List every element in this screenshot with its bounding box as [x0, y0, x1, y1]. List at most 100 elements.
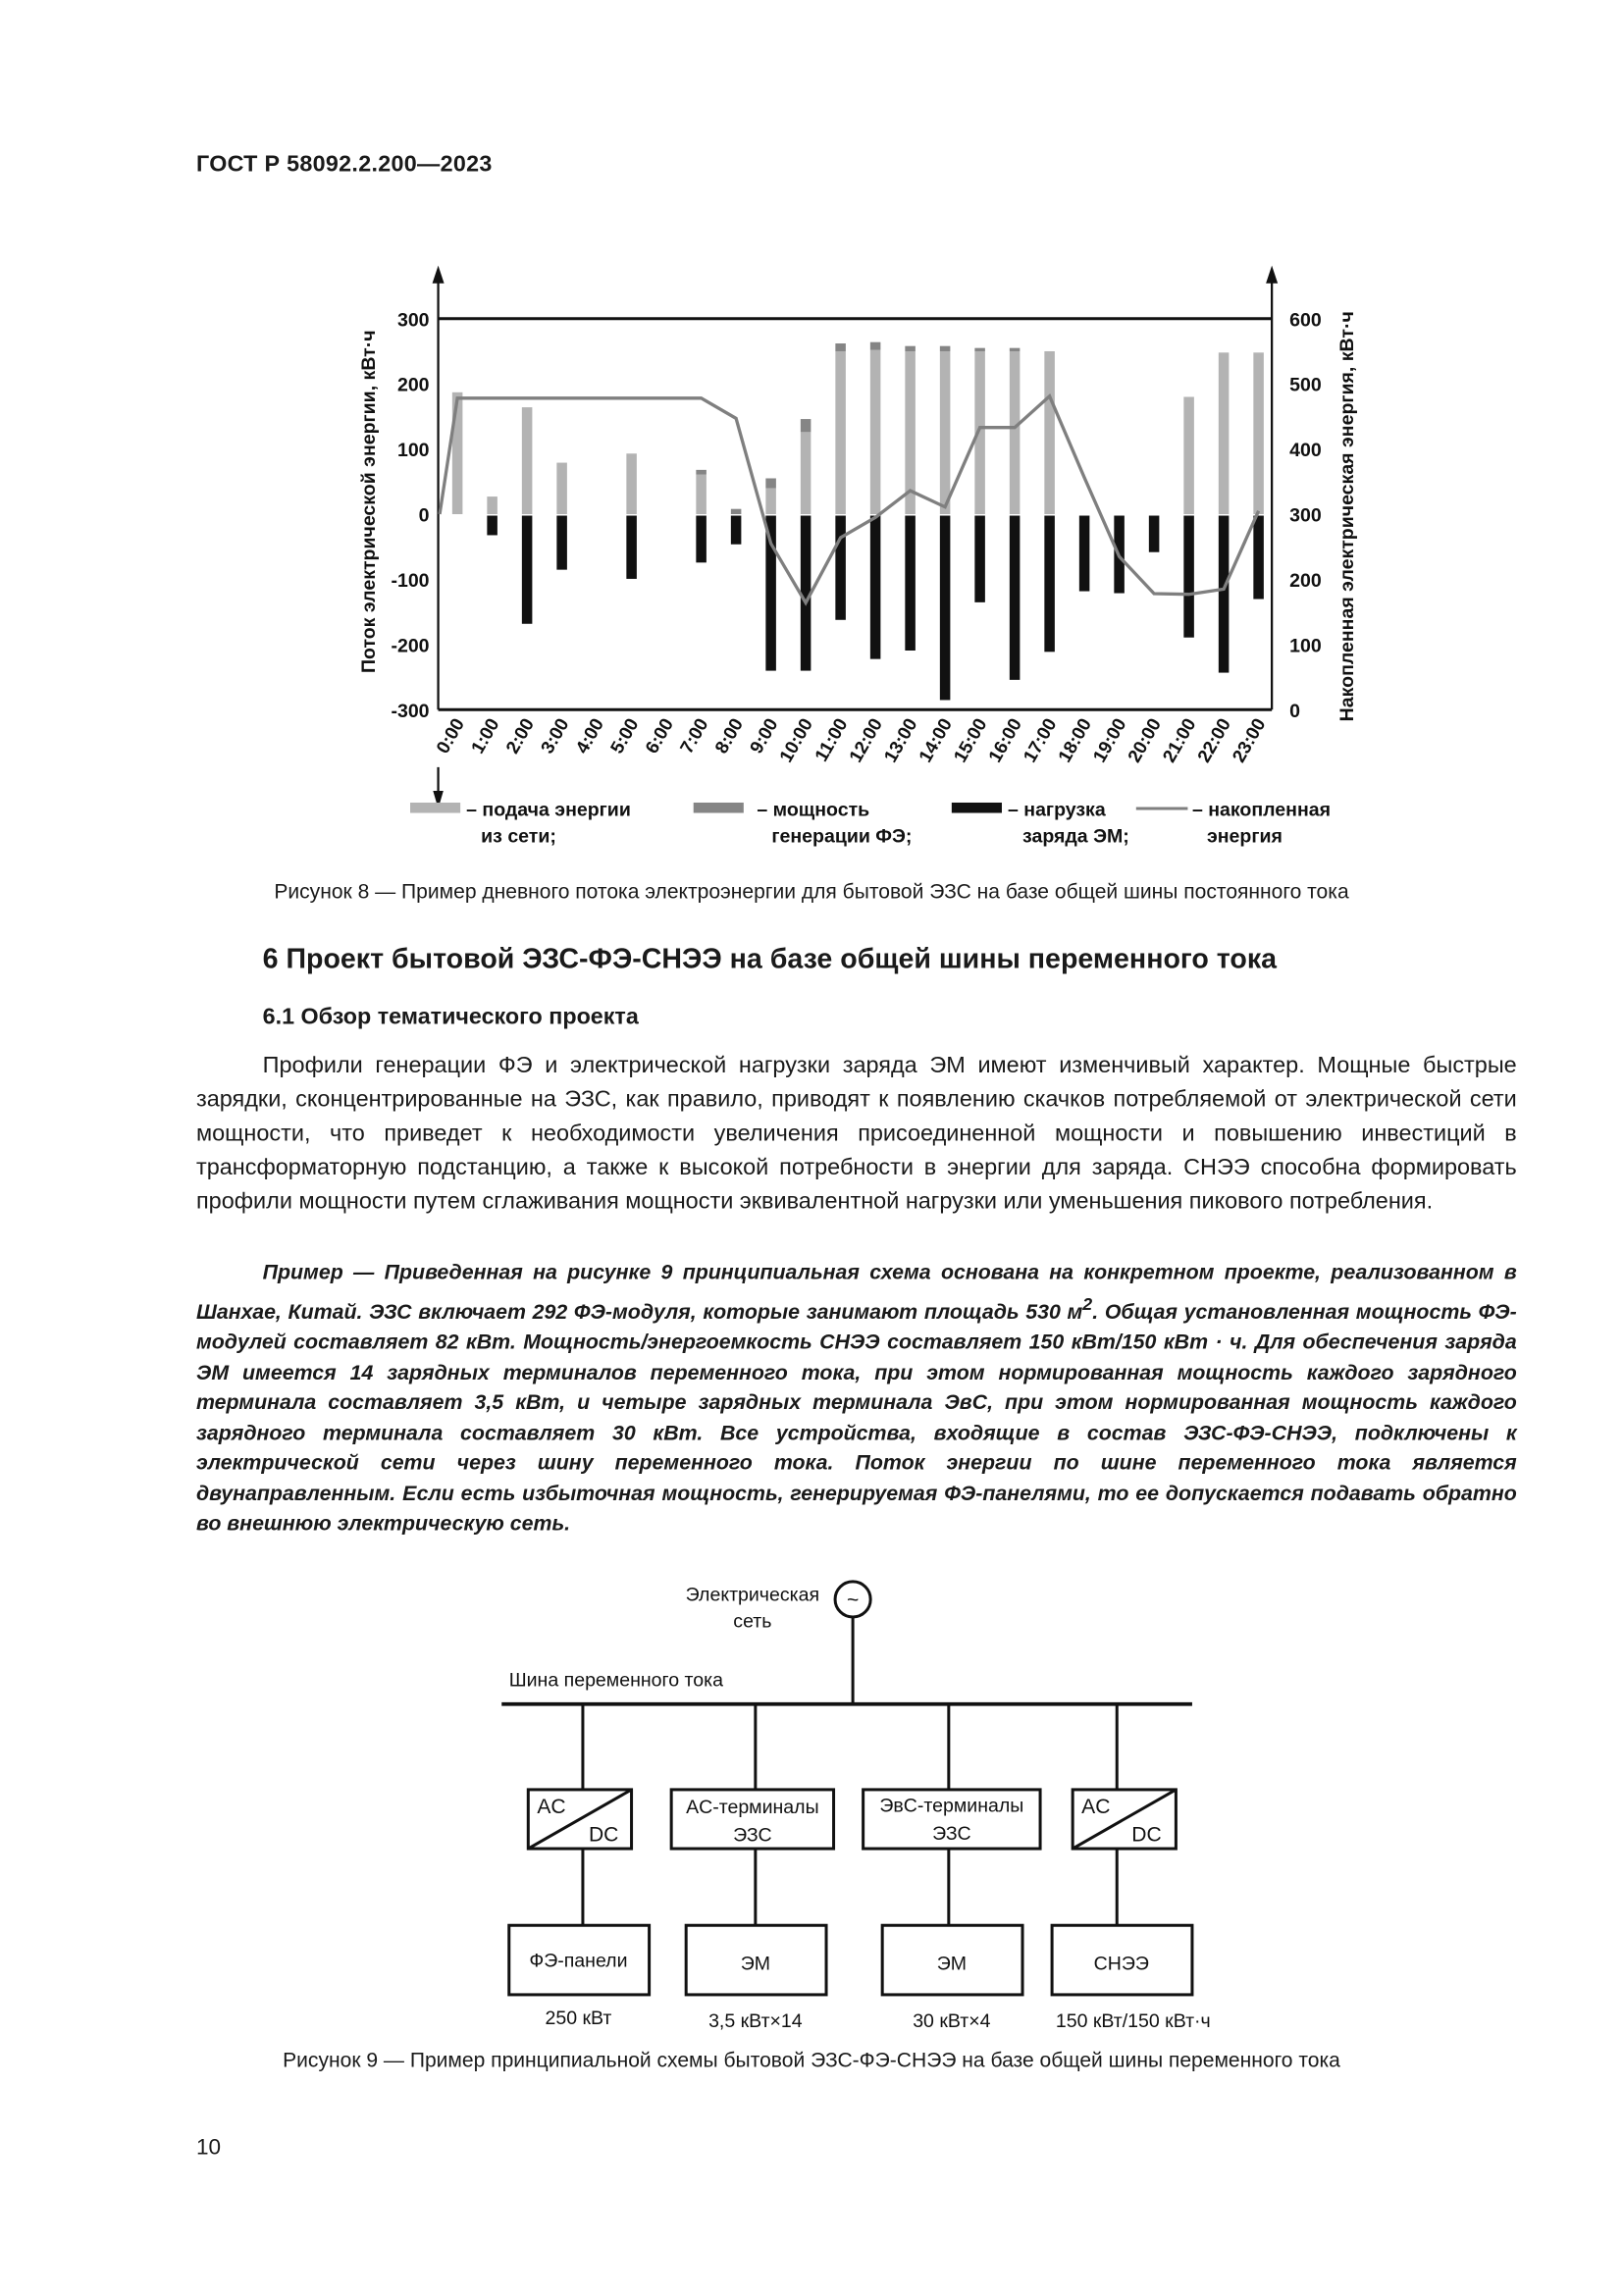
example-paragraph: Пример — Приведенная на рисунке 9 принци… — [196, 1259, 1517, 1540]
grid-symbol: ~ — [847, 1589, 859, 1611]
pv-generation-bar — [730, 508, 742, 515]
right-axis-arrow-icon — [1266, 265, 1279, 284]
x-tick-label: 12:00 — [845, 714, 886, 765]
y-tick-label: 0 — [419, 505, 430, 527]
legend-swatch — [951, 802, 1002, 813]
pv-generation-bar — [835, 343, 846, 351]
converter-diagonal — [527, 1788, 633, 1851]
x-tick-label: 8:00 — [710, 714, 747, 757]
converter-label: AC — [537, 1796, 565, 1818]
pv-generation-bar — [696, 469, 707, 475]
grid-supply-bar — [487, 496, 497, 515]
pv-generation-bar — [974, 347, 985, 351]
x-tick-label: 13:00 — [879, 714, 920, 765]
x-tick-label: 7:00 — [676, 714, 712, 757]
converter-label: ЭЗС — [733, 1825, 772, 1847]
rating-label: 3,5 кВт×14 — [708, 2010, 803, 2032]
legend-label: – мощность — [757, 800, 869, 821]
down-arrow-icon — [433, 790, 444, 809]
ev-load-bar — [800, 515, 812, 671]
legend-label: заряда ЭМ; — [1022, 826, 1129, 848]
grid-source-icon — [833, 1580, 872, 1619]
x-tick-label: 23:00 — [1228, 714, 1269, 765]
legend-swatch — [410, 802, 461, 813]
rating-label: 250 кВт — [545, 2008, 611, 2029]
y-tick-label: 100 — [397, 440, 430, 461]
device-box — [684, 1923, 828, 1997]
y-right-tick-label: 500 — [1289, 375, 1322, 396]
page-number: 10 — [195, 2134, 222, 2161]
x-tick-label: 5:00 — [606, 714, 643, 757]
converter-label: DC — [1131, 1824, 1161, 1847]
y-tick-label: -300 — [391, 701, 429, 722]
pv-generation-bar — [765, 478, 776, 489]
x-tick-label: 6:00 — [641, 714, 677, 757]
x-tick-label: 17:00 — [1019, 714, 1060, 765]
x-tick-label: 20:00 — [1124, 714, 1165, 765]
legend-label: – нагрузка — [1008, 800, 1106, 821]
ev-load-bar — [1078, 515, 1090, 592]
legend-label: из сети; — [481, 826, 556, 848]
grid-supply-bar — [1044, 350, 1055, 515]
device-box — [1050, 1923, 1194, 1997]
ev-load-bar — [556, 515, 567, 570]
converter-box — [862, 1788, 1042, 1851]
ev-load-bar — [939, 515, 951, 701]
x-tick-label: 0:00 — [432, 714, 468, 757]
figure9-caption: Рисунок 9 — Пример принципиальной схемы … — [283, 2048, 1340, 2072]
converter-box — [669, 1788, 836, 1851]
grid-supply-bar — [939, 350, 951, 515]
x-tick-label: 14:00 — [915, 714, 956, 765]
left-axis-arrow-icon — [432, 265, 445, 284]
device-box — [507, 1923, 652, 1997]
ev-load-bar — [487, 515, 497, 536]
y-right-axis-label: Накопленная электрическая энергия, кВт·ч — [1336, 311, 1358, 721]
grid-supply-bar — [626, 453, 637, 515]
grid-supply-bar — [1183, 396, 1194, 515]
converter-diagonal — [1072, 1788, 1178, 1851]
x-tick-label: 15:00 — [949, 714, 990, 765]
x-tick-label: 2:00 — [501, 714, 538, 757]
y-right-tick-label: 600 — [1289, 309, 1322, 331]
pv-generation-bar — [1009, 347, 1021, 351]
grid-supply-bar — [521, 407, 533, 515]
grid-supply-bar — [974, 350, 985, 515]
legend-label: – подача энергии — [466, 800, 631, 821]
grid-supply-bar — [765, 488, 776, 515]
legend-label: генерации ФЭ; — [771, 826, 912, 848]
ev-load-bar — [1183, 515, 1194, 638]
converter-label: DC — [589, 1824, 618, 1847]
x-tick-label: 9:00 — [746, 714, 782, 757]
ev-load-bar — [1044, 515, 1055, 652]
grid-supply-bar — [905, 350, 916, 515]
legend-label: энергия — [1207, 826, 1283, 848]
x-tick-label: 19:00 — [1088, 714, 1129, 765]
y-right-tick-label: 400 — [1289, 440, 1322, 461]
figure8-chart: 300 200 100 0 -100 -200 -300 600 500 400 300 200 100… — [358, 265, 1358, 848]
legend-swatch — [693, 802, 744, 813]
ev-load-bar — [1218, 515, 1230, 673]
ev-load-bar — [696, 515, 707, 563]
y-right-tick-label: 200 — [1289, 570, 1322, 592]
y-axis-label: Поток электрической энергии, кВт·ч — [358, 330, 380, 673]
legend-label: – накопленная — [1192, 800, 1331, 821]
rating-label: 150 кВт/150 кВт·ч — [1056, 2010, 1211, 2032]
ev-load-bar — [1009, 515, 1021, 680]
y-right-tick-label: 300 — [1289, 505, 1322, 527]
ev-load-bar — [974, 515, 985, 602]
grid-supply-bar — [556, 462, 567, 515]
ev-load-bar — [765, 515, 776, 671]
document-header: ГОСТ Р 58092.2.200—2023 — [195, 151, 493, 178]
pv-generation-bar — [939, 345, 951, 351]
x-tick-label: 21:00 — [1158, 714, 1199, 765]
y-tick-label: 200 — [397, 375, 430, 396]
stored-energy-line — [438, 393, 1261, 606]
x-tick-label: 1:00 — [467, 714, 503, 757]
device-box — [880, 1923, 1024, 1997]
x-tick-label: 3:00 — [537, 714, 573, 757]
y-right-tick-label: 0 — [1289, 701, 1300, 722]
x-tick-label: 16:00 — [984, 714, 1025, 765]
ev-load-bar — [1253, 515, 1264, 600]
ev-load-bar — [905, 515, 916, 651]
